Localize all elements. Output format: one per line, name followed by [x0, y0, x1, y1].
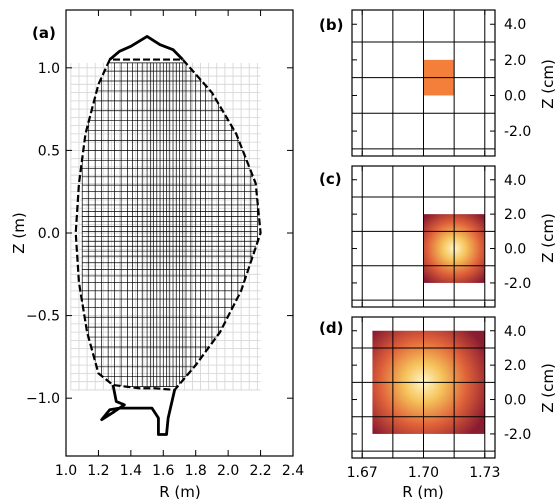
solid-wall-top	[108, 35, 184, 61]
x-tick-label: 2.0	[217, 463, 239, 479]
grid-lines	[352, 166, 495, 307]
panel-a: 1.0 1.2 1.4 1.6 1.8 2.0 2.2 2.4 −1.0−0.50.00.51…	[10, 9, 304, 501]
y-tick-label: 1.0	[38, 61, 60, 77]
y-tick-label: 0.5	[38, 143, 60, 159]
y-tick-label: -2.0	[504, 427, 531, 443]
y-axis-label-b: Z (cm)	[539, 59, 557, 109]
x-tick-label: 1.8	[185, 463, 207, 479]
y-tick-label: -2.0	[504, 124, 531, 140]
wall-boundary	[74, 35, 262, 436]
y-tick-label: 0.0	[504, 88, 526, 104]
panel-d: 1.67 1.70 1.73 -2.0 0.0 2.0 4.0 (d) Z (cm) R …	[319, 316, 557, 501]
y-tick-label: 4.0	[504, 324, 526, 340]
y-axis-label-d: Z (cm)	[539, 363, 557, 413]
x-axis-ticks: 1.67 1.70 1.73	[347, 317, 500, 481]
solid-wall-divertor	[100, 384, 176, 436]
y-axis-ticks: -2.0 0.0 2.0 4.0	[352, 173, 531, 292]
x-axis-label-a: R (m)	[159, 483, 201, 501]
plot-area-c	[352, 166, 495, 307]
x-tick-label: 2.2	[249, 463, 271, 479]
y-axis-label-a: Z (m)	[10, 212, 28, 253]
y-tick-label: 4.0	[504, 17, 526, 33]
y-axis-ticks: -2.0 0.0 2.0 4.0	[352, 17, 531, 140]
y-tick-label: 4.0	[504, 173, 526, 189]
x-axis-ticks	[361, 10, 486, 156]
y-axis-ticks: -2.0 0.0 2.0 4.0	[352, 324, 531, 443]
x-axis-label-d: R (m)	[402, 483, 444, 501]
plot-area-d	[352, 317, 495, 458]
y-tick-label: 0.0	[504, 393, 526, 409]
y-tick-label: 0.0	[504, 242, 526, 258]
x-tick-label: 1.0	[55, 463, 77, 479]
y-tick-label: 2.0	[504, 358, 526, 374]
panel-c: -2.0 0.0 2.0 4.0 (c) Z (cm)	[319, 165, 557, 308]
x-tick-label: 1.73	[469, 465, 500, 481]
x-tick-label: 1.70	[408, 465, 439, 481]
panel-label-a: (a)	[32, 24, 56, 42]
y-tick-label: −0.5	[26, 309, 60, 325]
y-tick-label: 2.0	[504, 53, 526, 69]
y-axis-label-c: Z (cm)	[539, 213, 557, 263]
x-axis-ticks: 1.0 1.2 1.4 1.6 1.8 2.0 2.2 2.4	[55, 10, 304, 479]
panel-label-c: (c)	[319, 170, 342, 188]
grid-lines	[352, 317, 495, 458]
x-tick-label: 1.67	[347, 465, 378, 481]
plot-area-b	[352, 10, 495, 156]
panel-label-d: (d)	[319, 319, 343, 337]
y-axis-ticks: −1.0 −0.5 0.0 0.5 1.0	[26, 61, 293, 407]
y-tick-label: -2.0	[504, 276, 531, 292]
x-axis-ticks	[361, 166, 486, 307]
x-tick-label: 1.4	[120, 463, 142, 479]
x-tick-label: 2.4	[282, 463, 304, 479]
plot-area-a	[70, 35, 262, 436]
y-tick-label: 0.0	[38, 226, 60, 242]
grid-lines	[352, 10, 495, 156]
y-tick-label: −1.0	[26, 391, 60, 407]
computational-mesh	[81, 62, 258, 387]
dashed-boundary	[74, 58, 262, 392]
panel-label-b: (b)	[319, 16, 343, 34]
x-tick-label: 1.6	[152, 463, 174, 479]
panel-b: -2.0 0.0 2.0 4.0 (b) Z (cm)	[319, 9, 557, 157]
x-tick-label: 1.2	[87, 463, 109, 479]
y-tick-label: 2.0	[504, 207, 526, 223]
